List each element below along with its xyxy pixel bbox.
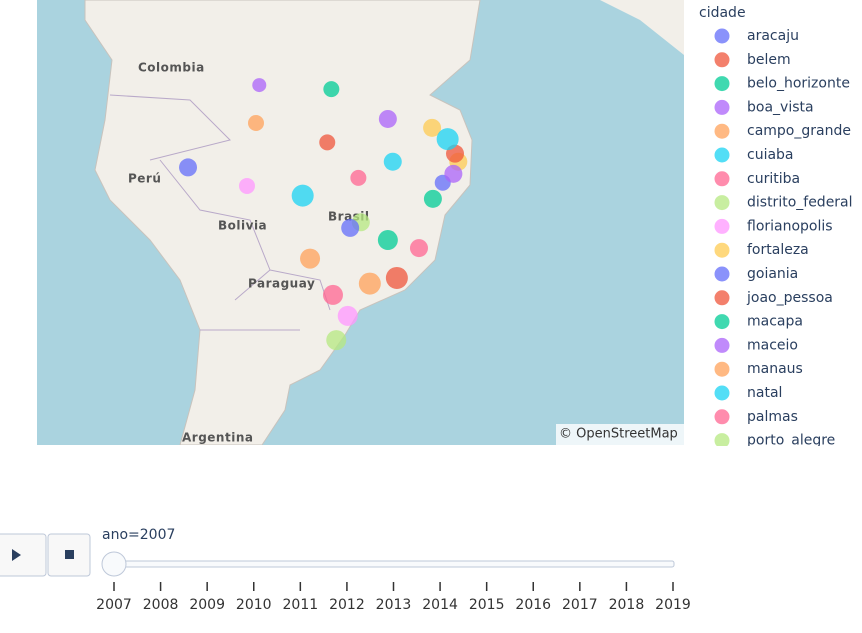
map-label: Paraguay	[248, 277, 315, 291]
city-point[interactable]	[423, 118, 442, 137]
legend-label[interactable]: distrito_federal	[747, 195, 853, 211]
city-point[interactable]	[179, 158, 198, 177]
legend-title: cidade	[699, 5, 746, 21]
slider-tick-label: 2018	[609, 597, 645, 613]
legend: cidade aracaju belem belo_horizonte boa_vis…	[699, 5, 853, 449]
legend-label[interactable]: curitiba	[747, 171, 800, 187]
map[interactable]: Colombia Perú Bolivia Brasil Paraguay Ar…	[37, 0, 684, 445]
legend-marker[interactable]	[714, 99, 730, 115]
legend-label[interactable]: porto_alegre	[747, 433, 835, 449]
play-button[interactable]	[0, 533, 47, 577]
legend-label[interactable]: manaus	[747, 361, 803, 377]
city-point[interactable]	[423, 189, 442, 208]
legend-marker[interactable]	[714, 147, 730, 163]
legend-label[interactable]: florianopolis	[747, 218, 833, 234]
legend-label[interactable]: belo_horizonte	[747, 76, 850, 92]
legend-label[interactable]: campo_grande	[747, 123, 851, 139]
slider-tick-label: 2011	[283, 597, 319, 613]
slider-tick-label: 2013	[376, 597, 412, 613]
city-point[interactable]	[323, 81, 340, 98]
legend-marker[interactable]	[714, 171, 730, 187]
map-label: Perú	[128, 172, 161, 186]
city-point[interactable]	[238, 177, 255, 194]
attribution[interactable]: © OpenStreetMap	[559, 427, 678, 442]
slider-handle[interactable]	[101, 551, 127, 577]
legend-marker[interactable]	[714, 433, 730, 448]
map-label: Colombia	[138, 61, 205, 75]
slider-tick-label: 2019	[655, 597, 691, 613]
legend-marker[interactable]	[714, 218, 730, 234]
city-point[interactable]	[291, 184, 314, 207]
legend-marker[interactable]	[714, 266, 730, 282]
legend-label[interactable]: palmas	[747, 409, 798, 425]
legend-label[interactable]: aracaju	[747, 28, 799, 44]
city-point[interactable]	[337, 305, 358, 326]
legend-marker[interactable]	[714, 28, 730, 44]
legend-marker[interactable]	[714, 195, 730, 211]
slider-tick-label: 2014	[422, 597, 458, 613]
attribution-bg	[556, 424, 684, 445]
slider-tick-label: 2017	[562, 597, 598, 613]
slider-tick-label: 2007	[96, 597, 132, 613]
slider-current: ano=2007	[102, 527, 175, 543]
city-point[interactable]	[322, 284, 343, 305]
legend-label[interactable]: natal	[747, 385, 782, 401]
city-point[interactable]	[444, 164, 463, 183]
legend-marker[interactable]	[714, 314, 730, 330]
city-point[interactable]	[358, 272, 381, 295]
legend-marker[interactable]	[714, 76, 730, 92]
points	[179, 78, 468, 351]
city-point[interactable]	[409, 239, 428, 258]
city-point[interactable]	[300, 248, 321, 269]
legend-marker[interactable]	[714, 290, 730, 306]
city-point[interactable]	[319, 134, 336, 151]
city-point[interactable]	[350, 169, 367, 186]
legend-label[interactable]: maceio	[747, 337, 798, 353]
city-point[interactable]	[436, 128, 459, 151]
legend-marker[interactable]	[714, 385, 730, 401]
legend-label[interactable]: belem	[747, 52, 791, 68]
stop-button[interactable]	[47, 533, 91, 577]
legend-label[interactable]: cuiaba	[747, 147, 794, 163]
map-label: Argentina	[182, 431, 253, 445]
city-point[interactable]	[341, 218, 360, 237]
city-point[interactable]	[383, 152, 402, 171]
land	[600, 0, 684, 55]
legend-label[interactable]: fortaleza	[747, 242, 809, 258]
slider-tick-label: 2012	[329, 597, 365, 613]
city-point[interactable]	[248, 115, 264, 131]
slider-tick-label: 2016	[515, 597, 551, 613]
legend-marker[interactable]	[714, 409, 730, 425]
city-point[interactable]	[326, 330, 347, 351]
legend-marker[interactable]	[714, 337, 730, 353]
city-point[interactable]	[378, 109, 397, 128]
slider-tick-label: 2009	[189, 597, 225, 613]
legend-label[interactable]: goiania	[747, 266, 798, 282]
legend-label[interactable]: joao_pessoa	[746, 290, 833, 306]
legend-marker[interactable]	[714, 361, 730, 377]
borders	[109, 94, 331, 331]
slider-tick-label: 2010	[236, 597, 272, 613]
map-label: Bolivia	[218, 219, 267, 233]
slider-tick-label: 2008	[143, 597, 179, 613]
legend-marker[interactable]	[714, 242, 730, 258]
city-point[interactable]	[385, 266, 408, 289]
slider-track[interactable]	[111, 560, 675, 568]
legend-label[interactable]: macapa	[747, 314, 803, 330]
legend-marker[interactable]	[714, 52, 730, 68]
slider-tick-label: 2015	[469, 597, 505, 613]
legend-label[interactable]: boa_vista	[747, 99, 814, 115]
city-point[interactable]	[377, 230, 398, 251]
legend-marker[interactable]	[714, 123, 730, 139]
city-point[interactable]	[252, 78, 267, 93]
land	[84, 0, 481, 445]
